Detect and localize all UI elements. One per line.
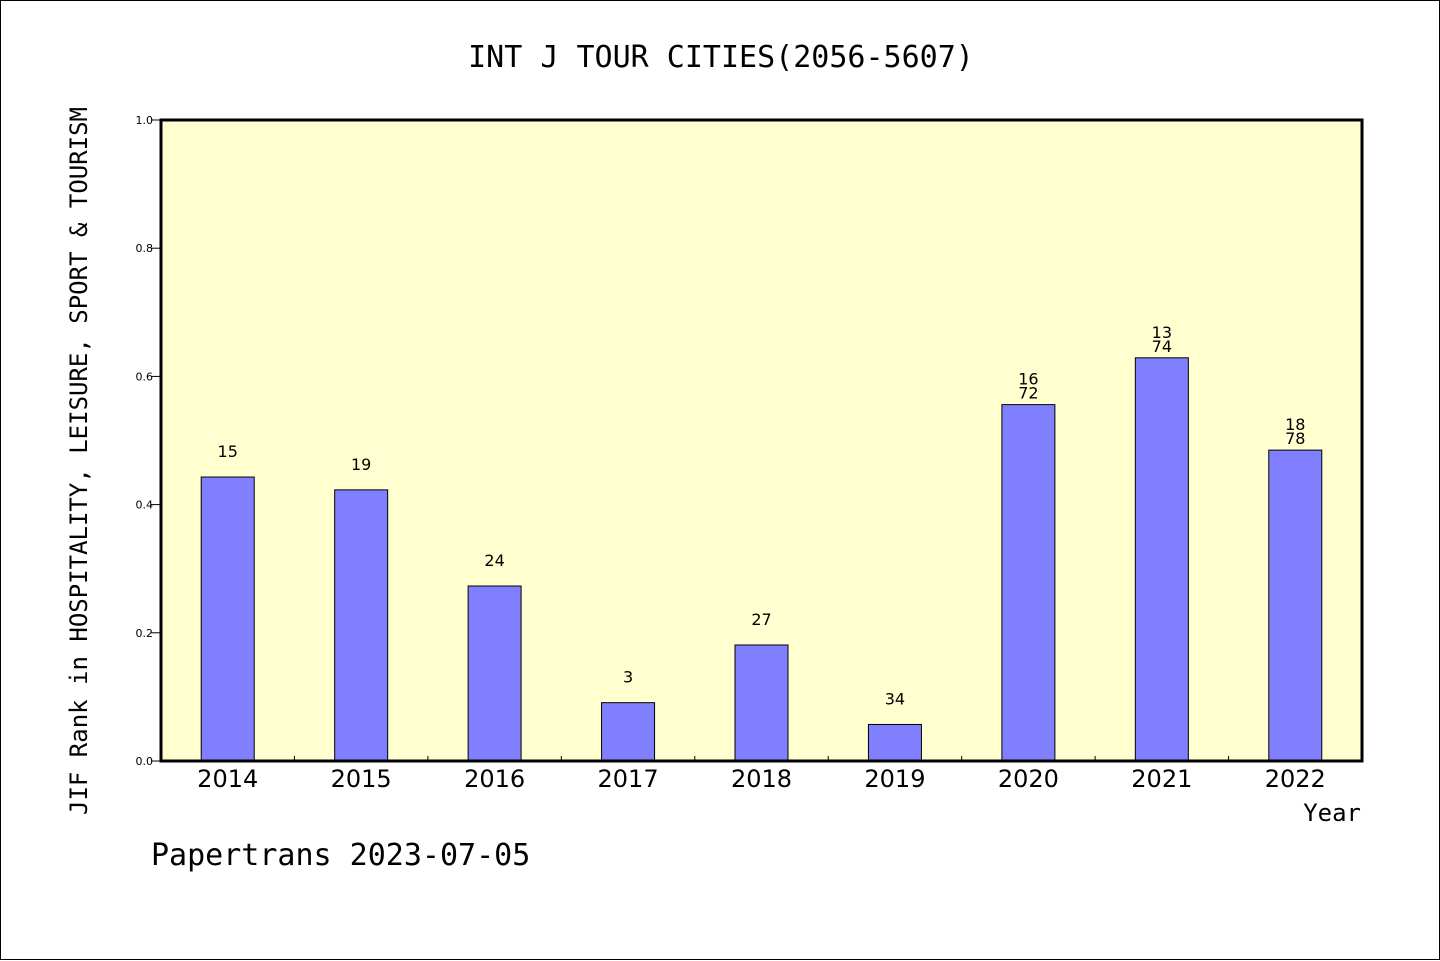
y-tick-label-0.2: 0.2 xyxy=(136,627,154,640)
x-tick-label-2022: 2022 xyxy=(1265,765,1326,793)
bar-2014 xyxy=(200,476,255,762)
x-tick-label-2014: 2014 xyxy=(197,765,258,793)
bar-2018 xyxy=(734,644,789,762)
bar-label-2021-2: 74 xyxy=(1152,337,1172,356)
x-tick-label-2019: 2019 xyxy=(864,765,925,793)
x-tick-label-2021: 2021 xyxy=(1131,765,1192,793)
x-tick-label-2020: 2020 xyxy=(998,765,1059,793)
bar-2015 xyxy=(334,489,389,762)
footer-credit: Papertrans 2023-07-05 xyxy=(151,838,530,873)
bar-label-2020-2: 72 xyxy=(1018,384,1038,403)
y-tick-label-0.8: 0.8 xyxy=(136,242,154,255)
bar-2021 xyxy=(1134,357,1189,762)
bar-label-2016: 24 xyxy=(484,551,504,570)
x-tick-label-2015: 2015 xyxy=(331,765,392,793)
y-tick-label-1.0: 1.0 xyxy=(136,114,154,127)
plot-border xyxy=(159,118,1364,763)
bar-label-2019: 34 xyxy=(885,689,905,708)
x-tick-label-2017: 2017 xyxy=(598,765,659,793)
y-tick-label-0.6: 0.6 xyxy=(136,370,154,383)
bar-2020 xyxy=(1001,404,1056,762)
x-axis-label: Year xyxy=(1303,799,1361,827)
bar-2019 xyxy=(867,723,922,762)
bar-label-2015: 19 xyxy=(351,455,371,474)
y-tick-label-0.4: 0.4 xyxy=(136,499,154,512)
y-tick-label-0.0: 0.0 xyxy=(136,755,154,768)
y-axis-label: JIF Rank in HOSPITALITY, LEISURE, SPORT … xyxy=(65,107,93,815)
bar-2022 xyxy=(1268,449,1323,762)
bar-label-2020-1: 16 xyxy=(1018,370,1038,389)
bar-label-2021-1: 13 xyxy=(1152,323,1172,342)
chart-title: INT J TOUR CITIES(2056-5607) xyxy=(468,40,974,75)
x-tick-label-2018: 2018 xyxy=(731,765,792,793)
bar-2016 xyxy=(467,585,522,762)
bar-label-2014: 15 xyxy=(218,442,238,461)
axis-layer: 2014 2015 2016 2017 2018 2019 2020 2021 2022 0.0 0… xyxy=(136,114,1364,793)
bar-label-2017: 3 xyxy=(623,668,633,687)
x-tick-label-2016: 2016 xyxy=(464,765,525,793)
bar-label-2022-2: 78 xyxy=(1285,429,1305,448)
bar-label-2022-1: 18 xyxy=(1285,415,1305,434)
bar-2017 xyxy=(601,702,656,762)
bar-label-2018: 27 xyxy=(751,610,771,629)
